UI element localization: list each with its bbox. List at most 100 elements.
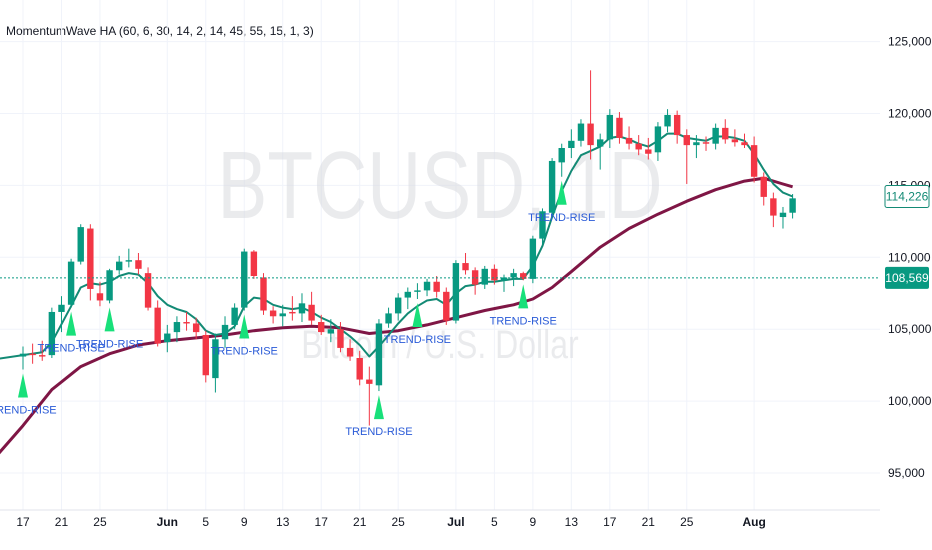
candle-body [462, 263, 469, 271]
x-tick-label: 5 [491, 515, 498, 529]
candle-body [106, 270, 113, 301]
price-axis[interactable]: 95,000100,000105,000110,000115,000120,00… [888, 35, 932, 480]
candle-body [366, 379, 373, 384]
y-tick-label: 105,000 [888, 322, 932, 336]
candles-layer [19, 70, 796, 426]
candle-body [635, 143, 642, 150]
candle-body [529, 238, 537, 279]
x-tick-label: 21 [353, 515, 367, 529]
candle-body [741, 142, 748, 146]
y-tick-label: 95,000 [888, 466, 925, 480]
candle-body [39, 355, 46, 357]
candle-body [67, 261, 75, 305]
candle-body [337, 329, 344, 348]
candle-body [183, 322, 190, 324]
candle-body [29, 353, 36, 356]
candle-body [577, 123, 585, 141]
candle-body [770, 198, 777, 216]
current-price-tag-box [885, 266, 929, 289]
fast-ma-tag-value: 114,226 [886, 190, 929, 204]
trend-rise-arrow [104, 307, 115, 332]
fast-ma-layer [0, 132, 793, 360]
candle-body [154, 307, 161, 344]
candle-body [693, 142, 700, 146]
x-tick-label: Jun [157, 515, 178, 529]
candle-body [712, 127, 719, 144]
trend-rise-arrow [18, 373, 28, 398]
candle-body [212, 339, 219, 379]
candle-body [606, 114, 614, 140]
candle-body [394, 297, 402, 314]
trend-rise-arrow [412, 303, 423, 328]
candle-body [625, 137, 633, 144]
candle-body [491, 268, 498, 281]
candle-body [96, 293, 104, 301]
candle-body [702, 142, 710, 144]
x-tick-label: 17 [315, 515, 329, 529]
trend-rise-arrow [556, 180, 567, 205]
x-tick-label: 9 [241, 515, 248, 529]
candle-body [664, 114, 671, 127]
candle-body [87, 228, 94, 289]
x-tick-label: 25 [93, 515, 107, 529]
trend-rise-label: TREND-RISE [345, 426, 412, 438]
x-tick-label: 25 [392, 515, 406, 529]
candle-body [673, 114, 681, 136]
trend-rise-arrow [518, 284, 529, 309]
candle-body [125, 260, 133, 262]
trend-rise-label: TREND-RISE [384, 334, 451, 346]
candle-body [597, 139, 604, 147]
x-tick-label: 21 [642, 515, 656, 529]
x-tick-label: 17 [16, 515, 30, 529]
candle-body [202, 334, 209, 376]
trend-rise-label: TREND-RISE [0, 404, 57, 416]
candle-body [779, 212, 787, 218]
candle-body [221, 324, 229, 340]
candle-body [789, 198, 796, 213]
candle-body [443, 291, 450, 321]
watermark: BTCUSD, 1D Bitcoin / U.S. Dollar [217, 132, 662, 367]
trend-rise-arrow [239, 314, 250, 339]
y-tick-label: 120,000 [888, 106, 932, 120]
candle-body [471, 270, 479, 285]
candle-body [539, 211, 546, 239]
y-tick-label: 110,000 [888, 250, 931, 264]
candle-body [404, 291, 411, 298]
candle-body [645, 149, 652, 154]
trend-rise-label: TREND-RISE [211, 346, 278, 358]
candle-body [135, 260, 142, 269]
candle-body [375, 323, 383, 386]
candle-body [558, 148, 565, 163]
candle-body [289, 311, 296, 314]
fast-ma-line [0, 132, 793, 360]
candle-body [722, 127, 729, 140]
x-tick-label: Aug [742, 515, 765, 529]
candle-body [144, 273, 152, 308]
candle-body [308, 304, 315, 321]
candle-body [356, 357, 363, 380]
x-tick-label: 5 [202, 515, 209, 529]
candle-body [192, 323, 200, 333]
candle-body [750, 145, 758, 177]
time-axis[interactable]: 17 21 25 Jun 5 9 13 17 21 25 Jul 5 9 13 17 21 25 Aug [16, 515, 765, 529]
trend-rise-label: TREND-RISE [37, 343, 104, 355]
candle-body [414, 290, 421, 292]
current-price-tag-value: 108,569 [885, 271, 929, 285]
x-tick-label: 17 [603, 515, 617, 529]
trend-rise-arrow [66, 311, 77, 336]
candle-body [616, 117, 623, 138]
chart-grid [0, 0, 880, 511]
candle-body [683, 135, 690, 146]
x-tick-label: Jul [447, 515, 464, 529]
fast-ma-price-tag: 114,226 [884, 185, 930, 209]
watermark-symbol: BTCUSD, 1D [217, 132, 662, 239]
candle-body [760, 176, 767, 197]
x-tick-label: 13 [276, 515, 290, 529]
candle-body [164, 333, 171, 343]
candle-body [327, 329, 335, 334]
y-tick-label: 125,000 [888, 35, 932, 49]
y-tick-label: 100,000 [888, 394, 932, 408]
trend-rise-arrow [373, 395, 384, 420]
indicator-label[interactable]: MomentumWave HA (60, 6, 30, 14, 2, 14, 4… [6, 24, 314, 38]
